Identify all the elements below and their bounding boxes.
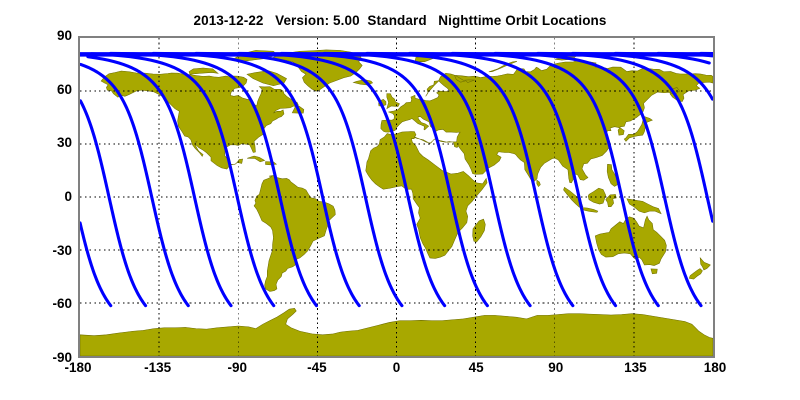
orbit-tracks <box>80 51 713 308</box>
orbit-track-14 <box>493 51 703 308</box>
landmass-victoria-island <box>188 67 219 75</box>
landmass-sumatra <box>563 186 584 208</box>
plot-area <box>78 36 715 358</box>
x-axis-tick-label: 0 <box>392 360 401 375</box>
x-axis-tick-label: -180 <box>64 360 92 375</box>
orbit-track-11 <box>365 51 575 308</box>
x-axis-tick-label: 90 <box>548 360 564 375</box>
landmass-sri-lanka <box>536 179 541 188</box>
landmass-baffin <box>246 70 287 86</box>
orbit-track-6 <box>151 51 361 308</box>
landmass-madagascar <box>472 218 486 243</box>
orbit-track-2 <box>80 62 190 308</box>
landmass-new-zealand-n <box>699 256 711 271</box>
orbit-track-9 <box>279 51 489 308</box>
orbit-track-8 <box>237 51 447 308</box>
landmass-borneo <box>587 187 607 205</box>
landmass-sulawesi <box>605 194 617 207</box>
y-axis-tick-label: -30 <box>52 242 72 258</box>
x-axis-tick-label: 180 <box>703 360 727 375</box>
orbit-track-15 <box>80 221 113 308</box>
y-axis-tick-label: 0 <box>64 189 72 204</box>
orbit-track-10 <box>322 51 532 308</box>
orbit-track-5 <box>108 51 319 308</box>
plot-inner <box>80 38 713 356</box>
orbit-track-12 <box>408 51 618 308</box>
x-axis-tick-label: -90 <box>227 360 248 375</box>
page-title: 2013-12-22 Version: 5.00 Standard Nightt… <box>193 13 607 28</box>
x-axis-tick-label: 135 <box>624 360 647 375</box>
x-axis-tick-label: -135 <box>144 360 172 375</box>
orbit-track-1 <box>80 99 148 308</box>
landmass-new-zealand-s <box>688 268 703 280</box>
y-axis-tick-label: 60 <box>56 81 72 97</box>
landmass-tasmania <box>650 268 658 275</box>
orbit-track-15-b <box>536 51 713 223</box>
y-axis-tick-label: 90 <box>56 28 72 43</box>
orbit-track-13 <box>450 51 660 308</box>
orbit-track-7 <box>194 51 404 308</box>
y-axis-tick-label: -60 <box>52 296 72 312</box>
x-axis-tick-label: -45 <box>307 360 327 375</box>
x-axis-tick-label: 45 <box>468 360 484 375</box>
orbit-track-4 <box>89 52 276 308</box>
y-axis-tick-label: 30 <box>56 135 72 151</box>
orbit-track-3 <box>86 55 233 308</box>
landmass-cuba <box>247 155 266 163</box>
landmass-greenland <box>272 49 363 92</box>
landmass-south-america <box>253 175 336 292</box>
landmass-new-guinea <box>626 198 662 215</box>
y-axis-tick-label: -90 <box>52 350 72 365</box>
y-axis-tick-labels: 90 60 30 0 -30 -60 -90 <box>20 0 72 400</box>
